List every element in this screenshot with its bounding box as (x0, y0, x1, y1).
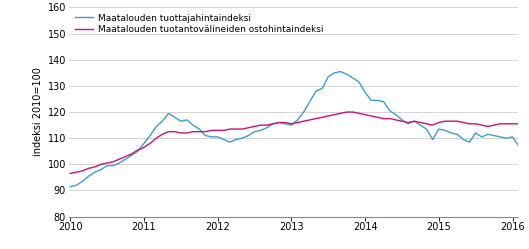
Maatalouden tuottajahintaindeksi (110, 164, 116, 167)
Maatalouden tuotantovälineiden ostohintaindeksi (528, 126, 529, 129)
Maatalouden tuottajahintaindeksi (380, 100, 387, 103)
Maatalouden tuotantovälineiden ostohintaindeksi (442, 120, 448, 123)
Maatalouden tuottajahintaindeksi (368, 99, 375, 102)
Legend: Maatalouden tuottajahintaindeksi, Maatalouden tuotantovälineiden ostohintaindeks: Maatalouden tuottajahintaindeksi, Maatal… (74, 12, 325, 36)
Y-axis label: indeksi 2010=100: indeksi 2010=100 (33, 68, 43, 156)
Maatalouden tuottajahintaindeksi (442, 129, 448, 132)
Maatalouden tuottajahintaindeksi (528, 137, 529, 140)
Maatalouden tuotantovälineiden ostohintaindeksi (227, 127, 233, 130)
Maatalouden tuotantovälineiden ostohintaindeksi (67, 172, 74, 175)
Maatalouden tuotantovälineiden ostohintaindeksi (110, 160, 116, 163)
Maatalouden tuottajahintaindeksi (67, 185, 74, 188)
Maatalouden tuottajahintaindeksi (227, 141, 233, 144)
Maatalouden tuotantovälineiden ostohintaindeksi (343, 111, 350, 114)
Line: Maatalouden tuotantovälineiden ostohintaindeksi: Maatalouden tuotantovälineiden ostohinta… (70, 112, 529, 174)
Maatalouden tuotantovälineiden ostohintaindeksi (380, 117, 387, 120)
Line: Maatalouden tuottajahintaindeksi: Maatalouden tuottajahintaindeksi (70, 71, 529, 187)
Maatalouden tuotantovälineiden ostohintaindeksi (307, 118, 313, 121)
Maatalouden tuottajahintaindeksi (338, 70, 344, 73)
Maatalouden tuottajahintaindeksi (307, 100, 313, 103)
Maatalouden tuotantovälineiden ostohintaindeksi (368, 115, 375, 118)
